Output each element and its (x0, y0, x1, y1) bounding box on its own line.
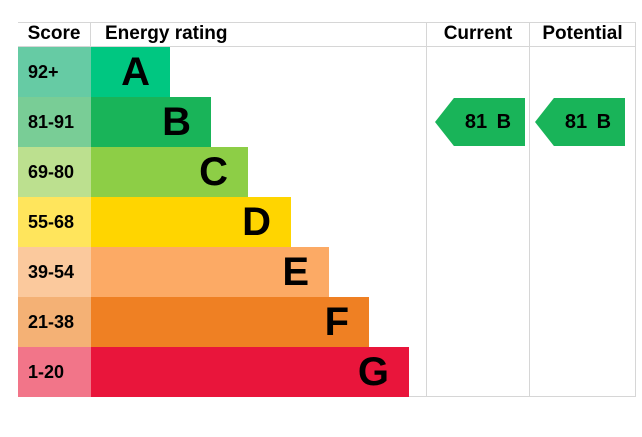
current-column-left-border (426, 22, 427, 397)
band-bar-f: F (91, 297, 369, 347)
score-column-header: Score (27, 23, 81, 44)
score-range-g: 1-20 (18, 347, 91, 397)
potential-column-right-border (635, 22, 636, 397)
band-bar-a: A (91, 47, 170, 97)
table-top-border (18, 22, 636, 23)
band-bar-c: C (91, 147, 248, 197)
energy-rating-column-header: Energy rating (105, 23, 228, 44)
table-bottom-border (409, 396, 636, 397)
score-range-c: 69-80 (18, 147, 91, 197)
score-range-a: 92+ (18, 47, 91, 97)
header-bottom-border (18, 46, 636, 47)
score-range-b: 81-91 (18, 97, 91, 147)
band-bar-g: G (91, 347, 409, 397)
potential-column-left-border (529, 22, 530, 397)
band-bar-d: D (91, 197, 291, 247)
score-range-d: 55-68 (18, 197, 91, 247)
potential-rating-arrow: 81 B (535, 98, 625, 146)
band-bar-b: B (91, 97, 211, 147)
score-range-e: 39-54 (18, 247, 91, 297)
potential-column-header: Potential (542, 23, 623, 44)
score-header-divider (90, 22, 91, 46)
current-column-header: Current (443, 23, 513, 44)
score-range-f: 21-38 (18, 297, 91, 347)
band-bar-e: E (91, 247, 329, 297)
current-rating-arrow: 81 B (435, 98, 525, 146)
